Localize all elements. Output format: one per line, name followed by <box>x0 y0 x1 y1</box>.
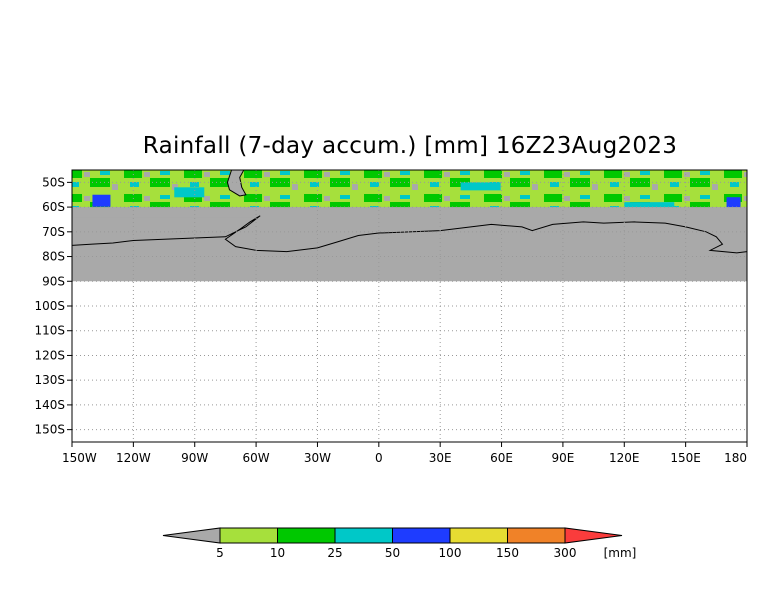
legend-swatch <box>334 527 393 544</box>
x-tick-label: 30W <box>304 451 331 465</box>
x-tick-label: 150E <box>670 451 701 465</box>
y-tick-label: 150S <box>34 423 65 437</box>
legend-threshold-label: 300 <box>554 546 577 560</box>
legend-swatch-above <box>564 527 623 544</box>
y-tick-label: 130S <box>34 373 65 387</box>
y-tick-label: 90S <box>42 274 65 288</box>
x-tick-label: 120W <box>116 451 151 465</box>
y-tick-label: 110S <box>34 324 65 338</box>
legend-swatch <box>219 527 278 544</box>
map-title: Rainfall (7-day accum.) [mm] 16Z23Aug202… <box>142 133 678 159</box>
x-tick-label: 90W <box>181 451 208 465</box>
y-tick-label: 50S <box>42 175 65 189</box>
y-tick-label: 100S <box>34 299 65 313</box>
legend-swatch-below <box>162 527 221 544</box>
rain-patch <box>92 194 111 207</box>
y-tick-label: 120S <box>34 348 65 362</box>
x-tick-label: 60E <box>490 451 513 465</box>
legend-threshold-label: 100 <box>439 546 462 560</box>
y-tick-label: 70S <box>42 225 65 239</box>
legend-threshold-label: 50 <box>385 546 400 560</box>
antarctica-coastline <box>72 215 747 254</box>
x-tick-label: 180 <box>724 451 747 465</box>
legend-threshold-label: 5 <box>216 546 224 560</box>
legend-threshold-label: 10 <box>270 546 285 560</box>
legend-threshold-label: 150 <box>496 546 519 560</box>
x-tick-label: 120E <box>609 451 640 465</box>
legend-swatch <box>392 527 451 544</box>
legend-swatch <box>507 527 566 544</box>
x-tick-label: 90E <box>551 451 574 465</box>
no-data-band <box>72 207 747 282</box>
x-tick-label: 150W <box>62 451 97 465</box>
x-tick-label: 60W <box>243 451 270 465</box>
x-tick-label: 0 <box>375 451 383 465</box>
rain-patch <box>460 182 501 191</box>
rain-patch <box>174 187 205 198</box>
no-data-edge <box>72 212 257 218</box>
south-america-coastline <box>226 170 247 197</box>
rain-patch <box>624 202 675 211</box>
legend-swatch <box>449 527 508 544</box>
y-tick-label: 60S <box>42 200 65 214</box>
y-tick-label: 80S <box>42 250 65 264</box>
legend-unit-label: [mm] <box>604 546 637 560</box>
x-tick-label: 30E <box>429 451 452 465</box>
legend-threshold-label: 25 <box>327 546 342 560</box>
y-tick-label: 140S <box>34 398 65 412</box>
legend-swatch <box>277 527 336 544</box>
